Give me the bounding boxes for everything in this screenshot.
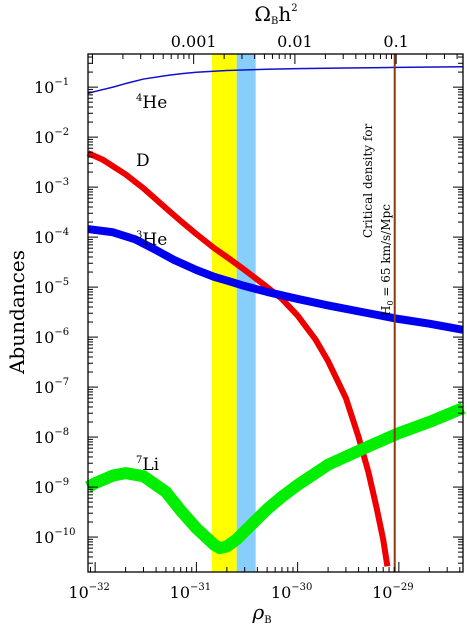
y-tick-label-base: 10 bbox=[34, 428, 54, 447]
x-tick-label-exponent: −31 bbox=[190, 582, 211, 593]
y-tick-label: 10−1 bbox=[34, 77, 69, 97]
series-label-sup: 4 bbox=[136, 93, 142, 104]
hubble-constant-label: H0 = 65 km/s/Mpc bbox=[379, 204, 395, 316]
x-tick-label: 10−30 bbox=[271, 582, 312, 602]
density-bands bbox=[211, 54, 256, 572]
top-tick-label: 0.001 bbox=[171, 32, 217, 51]
top-axis-title-sub: B bbox=[271, 16, 278, 27]
series-label-li7: 7Li bbox=[136, 455, 160, 475]
x-axis-title-main: ρ bbox=[251, 600, 264, 624]
y-tick-label-exponent: −9 bbox=[54, 477, 69, 488]
y-tick-label-base: 10 bbox=[34, 328, 54, 347]
y-tick-label: 10−2 bbox=[34, 127, 69, 147]
x-tick-label: 10−32 bbox=[68, 582, 109, 602]
y-tick-label-exponent: −7 bbox=[54, 377, 69, 388]
x-tick-label-exponent: −29 bbox=[392, 582, 413, 593]
x-tick-label-exponent: −32 bbox=[89, 582, 110, 593]
top-axis-title-sup: 2 bbox=[291, 3, 297, 14]
plot-frame bbox=[87, 53, 464, 573]
top-axis-title-omega: Ω bbox=[254, 2, 271, 26]
x-tick-label: 10−31 bbox=[170, 582, 211, 602]
y-tick-label-exponent: −4 bbox=[54, 227, 69, 238]
curve-he3 bbox=[87, 225, 464, 334]
x-tick-label-base: 10 bbox=[372, 583, 392, 602]
y-tick-label: 10−10 bbox=[34, 527, 75, 547]
series-label-name: He bbox=[142, 93, 167, 113]
y-tick-label: 10−3 bbox=[34, 177, 69, 197]
curve-d bbox=[86, 150, 391, 567]
y-tick-label-base: 10 bbox=[34, 378, 54, 397]
density-band-2 bbox=[236, 54, 256, 572]
y-tick-label-exponent: −3 bbox=[54, 177, 69, 188]
series-label-name: D bbox=[136, 151, 150, 171]
x-tick-label-base: 10 bbox=[271, 583, 291, 602]
y-tick-label-exponent: −8 bbox=[54, 427, 69, 438]
y-tick-label: 10−6 bbox=[34, 327, 69, 347]
top-tick-label: 0.1 bbox=[383, 32, 408, 51]
hubble-label-h: H bbox=[379, 306, 393, 316]
y-tick-label-base: 10 bbox=[34, 78, 54, 97]
y-tick-label-base: 10 bbox=[34, 128, 54, 147]
y-tick-label: 10−8 bbox=[34, 427, 69, 447]
y-tick-label-base: 10 bbox=[34, 478, 54, 497]
y-tick-label: 10−5 bbox=[34, 277, 69, 297]
curve-li7 bbox=[85, 402, 466, 555]
critical-density-label: Critical density for bbox=[361, 123, 375, 238]
series-label-he3: 3He bbox=[136, 230, 167, 250]
y-tick-label-exponent: −10 bbox=[54, 527, 75, 538]
y-tick-label-base: 10 bbox=[34, 178, 54, 197]
series-label-name: Li bbox=[142, 455, 159, 475]
series-label-d: D bbox=[136, 151, 150, 171]
abundance-curves bbox=[85, 66, 466, 567]
y-tick-label: 10−4 bbox=[34, 227, 69, 247]
axis-tick-labels: 10−110−210−310−410−510−610−710−810−910−1… bbox=[34, 32, 414, 602]
axis-ticks bbox=[88, 54, 463, 573]
x-axis-title: ρB bbox=[251, 600, 271, 625]
series-label-name: He bbox=[142, 230, 167, 250]
y-tick-label-exponent: −5 bbox=[54, 277, 69, 288]
y-axis-title: Abundances bbox=[5, 250, 29, 375]
top-tick-label: 0.01 bbox=[277, 32, 313, 51]
x-tick-label-base: 10 bbox=[170, 583, 190, 602]
series-label-sup: 7 bbox=[136, 455, 142, 466]
y-tick-label: 10−7 bbox=[34, 377, 69, 397]
y-tick-label-base: 10 bbox=[34, 278, 54, 297]
series-label-he4: 4He bbox=[136, 93, 167, 113]
critical-density-line-group: Critical density for H0 = 65 km/s/Mpc bbox=[361, 54, 396, 572]
curve-he4 bbox=[87, 66, 464, 95]
y-tick-label-base: 10 bbox=[34, 528, 54, 547]
hubble-label-value: = 65 km/s/Mpc bbox=[379, 204, 393, 301]
y-tick-label-exponent: −6 bbox=[54, 327, 69, 338]
y-tick-label-exponent: −2 bbox=[54, 127, 69, 138]
y-tick-label-exponent: −1 bbox=[54, 77, 69, 88]
y-tick-label: 10−9 bbox=[34, 477, 69, 497]
density-band-1 bbox=[211, 54, 237, 572]
y-tick-label-base: 10 bbox=[34, 228, 54, 247]
top-axis-title-h: h bbox=[278, 2, 291, 26]
series-label-sup: 3 bbox=[136, 230, 142, 241]
x-tick-label-exponent: −30 bbox=[291, 582, 312, 593]
x-axis-title-sub: B bbox=[264, 615, 271, 625]
top-axis-title: ΩBh2 bbox=[254, 2, 297, 27]
x-tick-label: 10−29 bbox=[372, 582, 413, 602]
x-tick-label-base: 10 bbox=[68, 583, 88, 602]
hubble-label-sub: 0 bbox=[386, 300, 395, 305]
